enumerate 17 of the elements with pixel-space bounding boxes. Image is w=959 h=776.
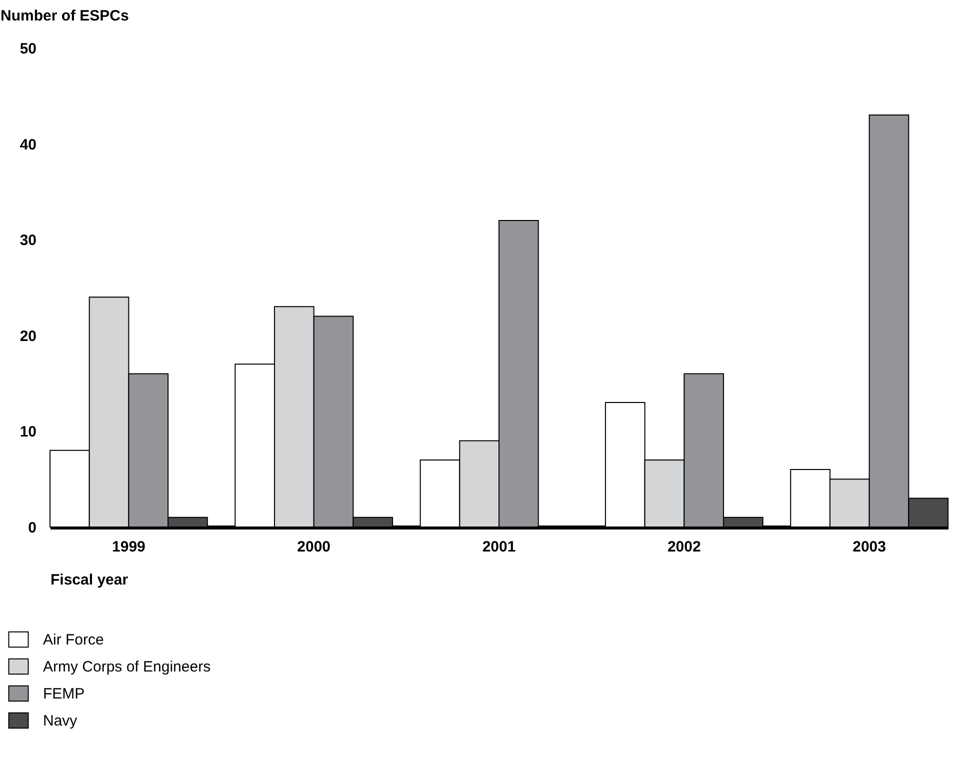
legend-label: Air Force [43,632,104,648]
x-tick-label: 2002 [667,538,701,556]
legend-label: Army Corps of Engineers [43,658,211,676]
legend-label: Navy [43,712,78,730]
y-axis-title: Number of ESPCs [0,8,129,24]
y-tick-label: 50 [20,40,36,58]
y-tick-label: 40 [20,136,36,154]
x-tick-label: 2003 [852,538,886,556]
y-tick-label: 10 [20,424,36,441]
x-tick-label: 2001 [482,538,516,556]
x-tick-label: 2000 [297,538,331,556]
y-tick-label: 30 [20,232,36,250]
y-tick-label: 0 [28,520,36,536]
y-tick-label: 20 [20,328,36,345]
legend-label: FEMP [43,686,85,702]
x-axis-title: Fiscal year [50,572,128,588]
x-tick-label: 1999 [112,538,146,556]
